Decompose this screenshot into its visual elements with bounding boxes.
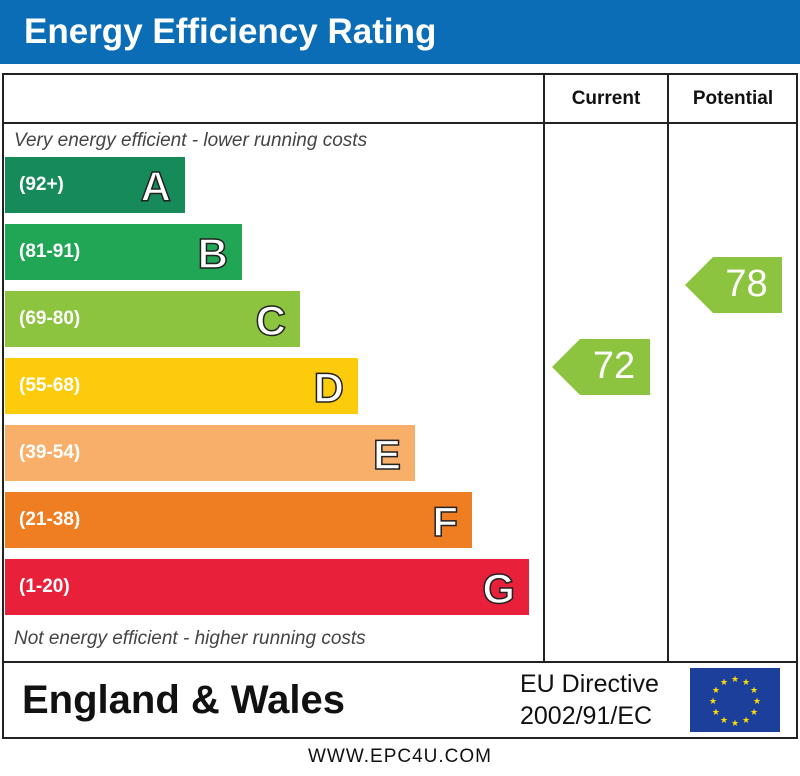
bar-b: (81-91) B [5,224,242,280]
band-range: (39-54) [19,442,81,463]
chart-frame [2,73,798,739]
band-letter: B [197,229,229,278]
band-range: (1-20) [19,576,70,597]
footer-divider [2,661,798,663]
band-letter: A [140,162,172,211]
star-icon: ★ [731,674,739,684]
band-range: (69-80) [19,308,81,329]
band-letter: E [372,430,402,479]
column-header-potential: Potential [692,88,774,109]
band-letter: D [313,363,345,412]
band-range: (21-38) [19,509,81,530]
column-header-current: Current [571,88,641,109]
website-label: WWW.EPC4U.COM [308,746,492,767]
star-icon: ★ [709,696,717,706]
star-icon: ★ [742,677,750,687]
bar-c: (69-80) C [5,291,300,347]
band-letter: G [482,564,516,613]
note-bottom: Not energy efficient - higher running co… [14,628,366,649]
star-icon: ★ [750,685,758,695]
column-divider [543,73,545,663]
potential-rating-value: 78 [725,263,768,305]
star-icon: ★ [742,715,750,725]
current-rating-arrow: 72 [552,339,650,395]
star-icon: ★ [712,685,720,695]
directive-line2: 2002/91/EC [520,702,653,730]
star-icon: ★ [720,715,728,725]
band-range: (55-68) [19,375,81,396]
column-divider [667,73,669,663]
header-divider [2,122,798,124]
header-bar: Energy Efficiency Rating [0,0,800,64]
note-top: Very energy efficient - lower running co… [14,130,368,151]
region-label: England & Wales [22,678,346,722]
star-icon: ★ [712,707,720,717]
bar-g: (1-20) G [5,559,529,615]
star-icon: ★ [731,718,739,728]
page-title: Energy Efficiency Rating [24,12,437,51]
star-icon: ★ [750,707,758,717]
band-range: (92+) [19,174,64,195]
bar-f: (21-38) F [5,492,472,548]
band-letter: C [255,296,287,345]
star-icon: ★ [753,696,761,706]
bar-e: (39-54) E [5,425,415,481]
band-range: (81-91) [19,241,81,262]
star-icon: ★ [720,677,728,687]
bar-a: (92+) A [5,157,185,213]
directive-line1: EU Directive [520,670,659,698]
eu-flag-icon: ★ ★ ★ ★ ★ ★ ★ ★ ★ ★ ★ ★ [690,668,780,732]
bar-d: (55-68) D [5,358,358,414]
current-rating-value: 72 [592,345,636,387]
band-letter: F [432,497,459,546]
